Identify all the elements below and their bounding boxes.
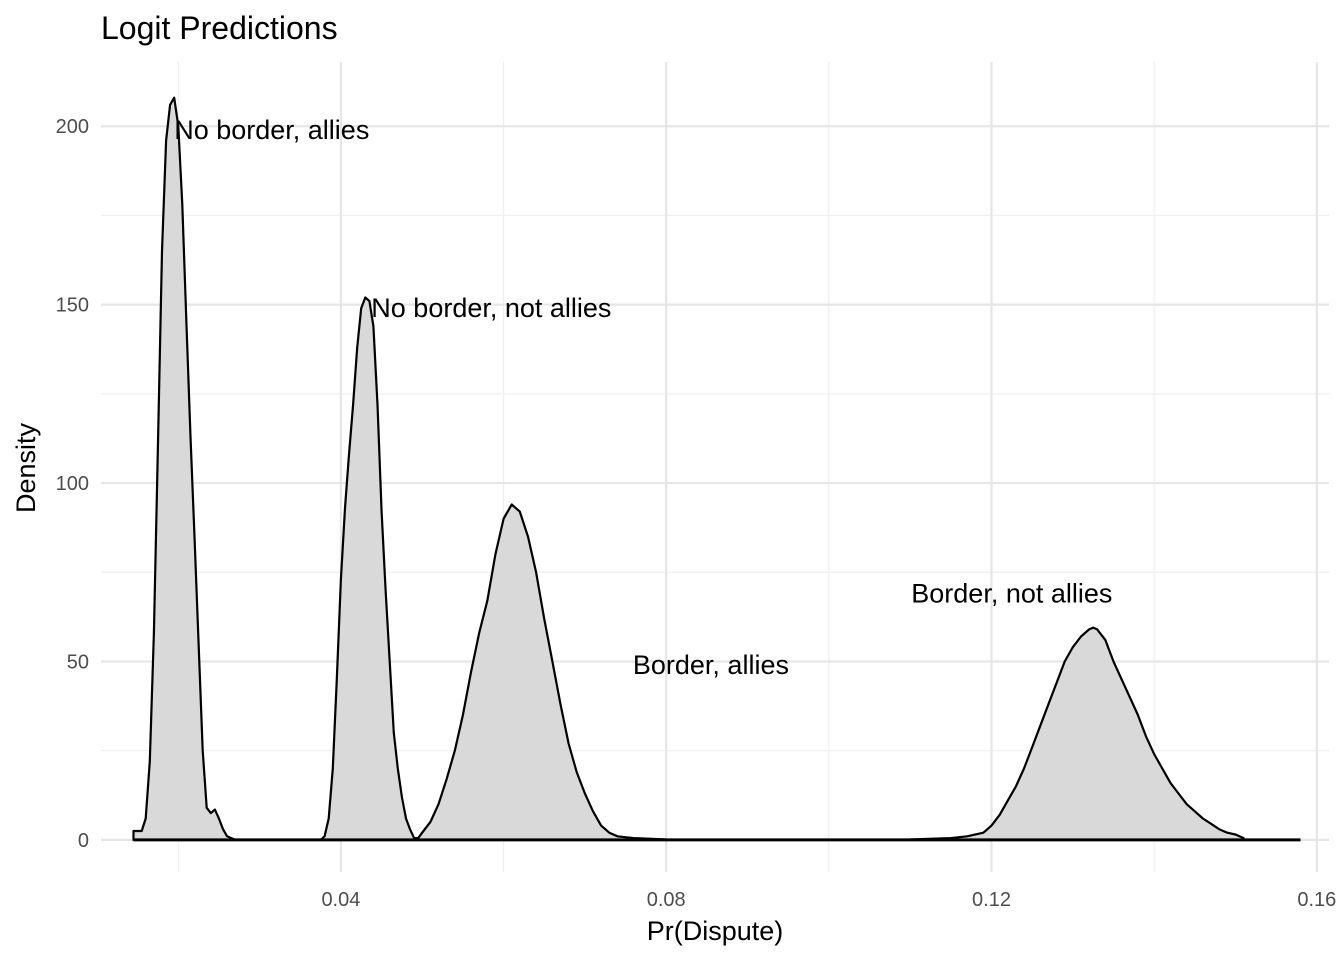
density-areas [132,96,1245,841]
y-tick-label: 50 [67,651,89,673]
curve-annotation: Border, not allies [911,579,1112,609]
x-tick-label: 0.04 [321,889,360,911]
x-tick-label: 0.08 [647,889,686,911]
curve-annotation: No border, not allies [371,293,611,323]
y-tick-label: 150 [56,295,89,317]
x-tick-label: 0.12 [972,889,1011,911]
curve-annotation: No border, allies [174,115,369,145]
minor-gridlines [101,62,1329,872]
y-axis-title: Density [11,422,41,513]
density-curve-3 [417,503,708,841]
x-tick-label: 0.16 [1297,889,1336,911]
density-curve-2 [319,296,444,841]
x-axis-title: Pr(Dispute) [647,916,784,946]
curve-annotation: Border, allies [633,650,789,680]
y-tick-label: 200 [56,116,89,138]
y-tick-label: 0 [78,830,89,852]
chart-title: Logit Predictions [101,10,338,46]
y-tick-label: 100 [56,473,89,495]
density-curve-4 [827,626,1245,841]
x-axis-tick-labels: 0.04 0.08 0.12 0.16 [321,889,1336,911]
density-curve-1 [132,96,249,841]
y-axis-tick-labels: 0 50 100 150 200 [56,116,89,852]
curve-annotations: No border, allies No border, not allies Bo… [174,115,1112,680]
